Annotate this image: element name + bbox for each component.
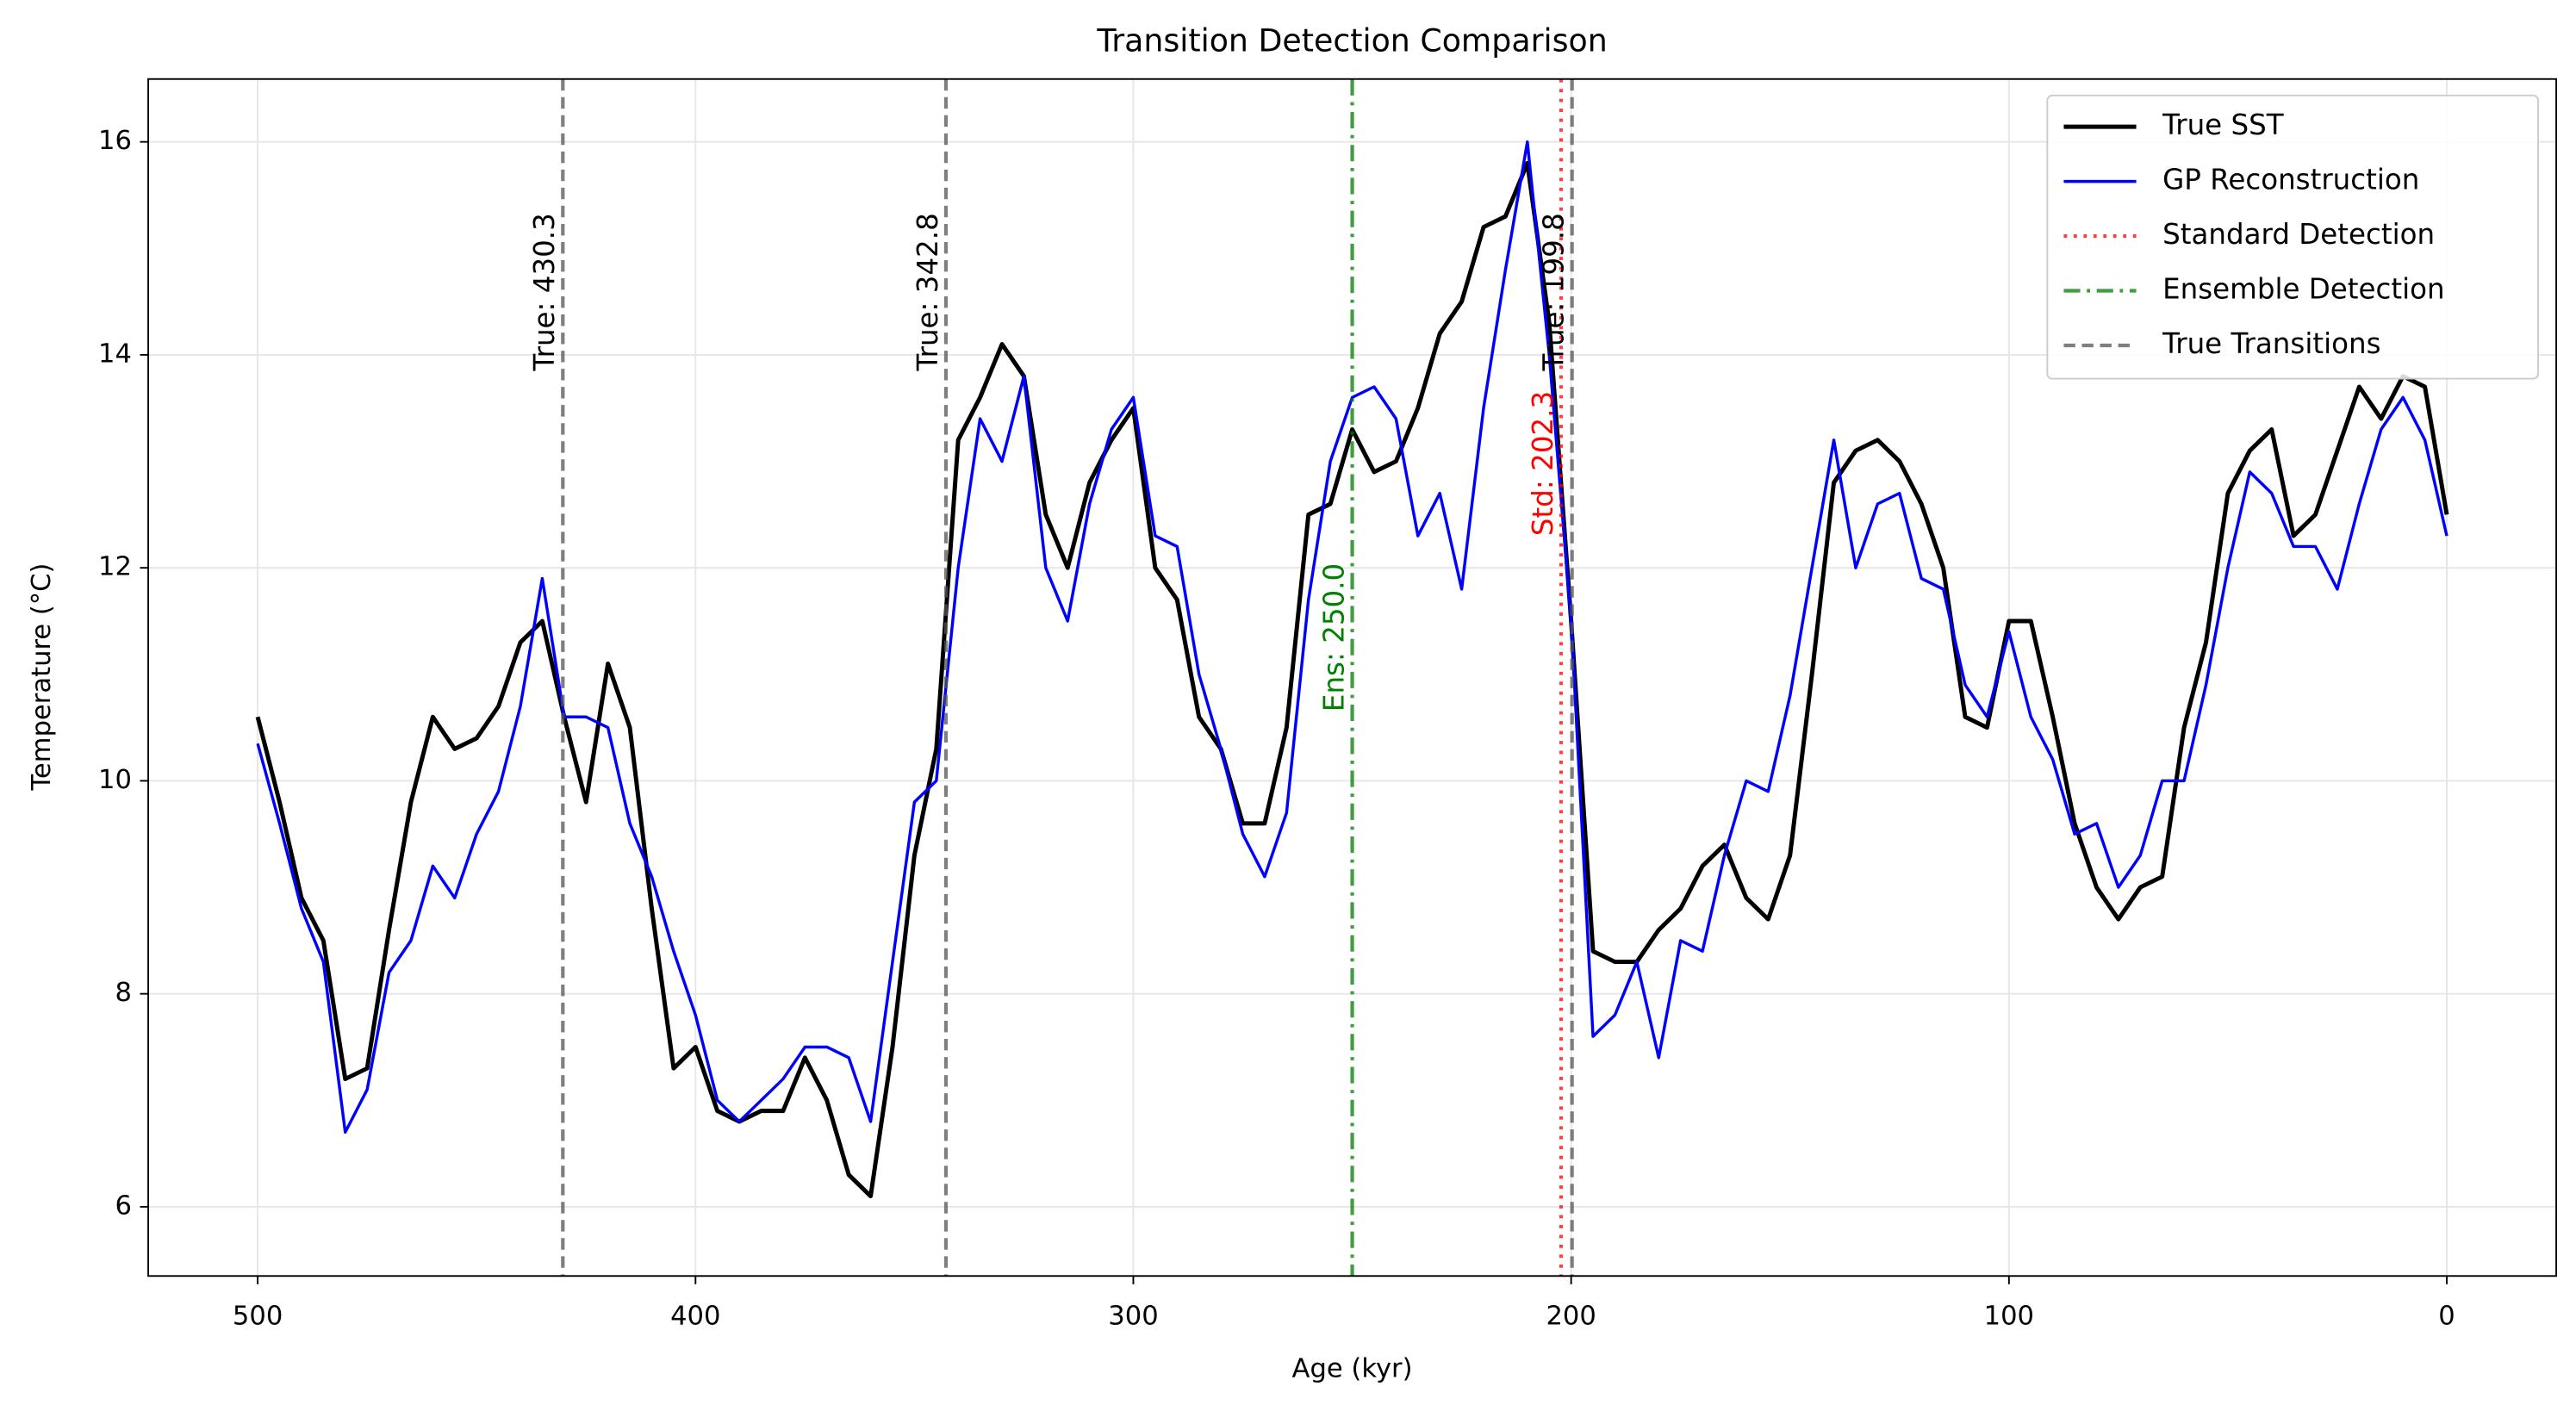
y-tick-label: 8: [115, 978, 131, 1008]
transition-label: Std: 202.3: [1527, 391, 1559, 536]
y-tick-label: 6: [115, 1190, 131, 1221]
y-tick-label: 14: [98, 339, 132, 369]
y-tick-label: 16: [98, 126, 132, 156]
x-tick-label: 0: [2438, 1302, 2455, 1332]
legend-label: True SST: [2162, 109, 2284, 141]
transition-label: True: 430.3: [528, 213, 561, 371]
x-axis-label: Age (kyr): [1292, 1354, 1413, 1384]
series-line: [256, 140, 2448, 1134]
x-tick-label: 400: [670, 1302, 720, 1332]
y-tick-label: 12: [98, 552, 132, 582]
chart-title: Transition Detection Comparison: [1096, 22, 1607, 59]
transition-label: Ens: 250.0: [1317, 563, 1350, 712]
x-tick-label: 300: [1108, 1302, 1158, 1332]
legend: True SST GP Reconstruction Standard Detect…: [2046, 94, 2539, 380]
x-tick-label: 100: [1984, 1302, 2034, 1332]
x-tick-label: 200: [1546, 1302, 1596, 1332]
plot-frame: [147, 78, 2558, 1277]
y-axis-label: Temperature (°C): [27, 563, 57, 792]
legend-label: True Transitions: [2162, 327, 2380, 360]
series-line: [255, 160, 2449, 1199]
legend-box: [2046, 94, 2539, 380]
y-tick-label: 10: [98, 765, 132, 795]
legend-label: Ensemble Detection: [2162, 273, 2444, 306]
transition-label: True: 199.8: [1538, 213, 1571, 371]
transition-label: True: 342.8: [912, 213, 944, 371]
legend-label: GP Reconstruction: [2162, 164, 2419, 196]
x-tick-label: 500: [233, 1302, 283, 1332]
legend-label: Standard Detection: [2162, 218, 2435, 251]
